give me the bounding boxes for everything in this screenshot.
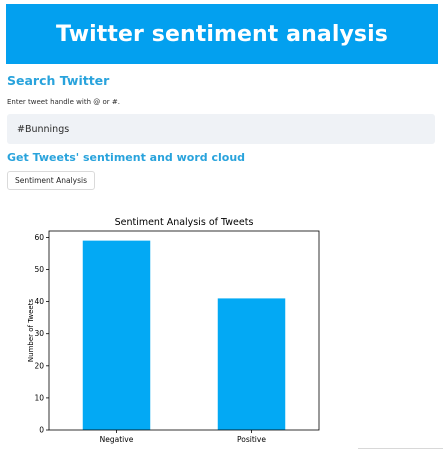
search-heading: Search Twitter [7,73,110,88]
y-tick-label: 0 [39,426,44,435]
y-tick-label: 60 [34,233,44,242]
analysis-heading: Get Tweets' sentiment and word cloud [7,151,246,164]
x-tick-label: Positive [237,435,266,444]
chart-y-axis-label: Number of Tweets [27,299,35,363]
y-tick-label: 20 [34,361,44,370]
y-tick-label: 10 [34,393,44,402]
bar-positive [217,298,286,430]
sentiment-chart-svg: Sentiment Analysis of Tweets Number of T… [27,217,320,444]
bar-negative [82,240,151,430]
y-tick-label: 30 [34,329,44,338]
y-tick-label: 50 [34,265,44,274]
search-hint: Enter tweet handle with @ or #. [7,98,120,106]
sentiment-analysis-button[interactable]: Sentiment Analysis [7,171,95,190]
divider [358,448,443,449]
sentiment-chart: Sentiment Analysis of Tweets Number of T… [0,205,340,450]
x-tick-label: Negative [100,435,134,444]
app-title: Twitter sentiment analysis [56,21,388,47]
plot-frame [48,230,320,431]
tweet-handle-input[interactable] [7,114,435,144]
header-banner: Twitter sentiment analysis [6,4,438,64]
chart-title: Sentiment Analysis of Tweets [115,217,254,228]
y-tick-label: 40 [34,297,44,306]
